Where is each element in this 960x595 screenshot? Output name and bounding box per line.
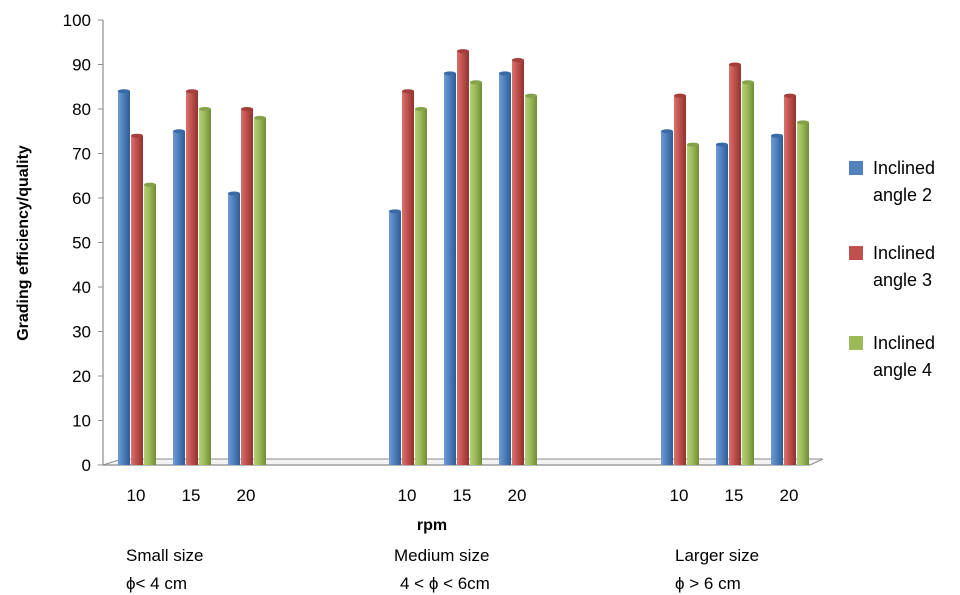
legend-label-line2: angle 4 (873, 360, 932, 380)
legend-label-line1: Inclined (873, 158, 935, 178)
y-tick-label: 90 (72, 56, 91, 75)
bar-series4-group2-rpm15 (470, 82, 482, 466)
bar-top (784, 93, 796, 98)
bar-top (402, 89, 414, 94)
bar-top (499, 71, 511, 76)
bar-top (228, 191, 240, 196)
bar-series2-group1-rpm20 (228, 193, 240, 466)
legend-label-line2: angle 2 (873, 185, 932, 205)
y-tick-label: 60 (72, 189, 91, 208)
y-tick-label: 30 (72, 323, 91, 342)
x-tick-label: 20 (780, 486, 799, 505)
x-tick-label: 15 (725, 486, 744, 505)
bar-series2-group3-rpm10 (661, 131, 673, 465)
bar-top (716, 142, 728, 147)
bar-series2-group2-rpm20 (499, 73, 511, 466)
x-axis-title: rpm (417, 517, 447, 534)
group-label-line2: 4 < ϕ < 6cm (400, 574, 490, 593)
bars (118, 49, 809, 466)
bar-top (254, 115, 266, 120)
y-tick-label: 20 (72, 367, 91, 386)
legend-swatch-4 (849, 336, 863, 350)
legend-label-line1: Inclined (873, 243, 935, 263)
x-tick-label: 10 (398, 486, 417, 505)
bar-series4-group1-rpm15 (199, 109, 211, 465)
bar-series3-group3-rpm10 (674, 95, 686, 466)
bar-series3-group1-rpm10 (131, 135, 143, 465)
bar-series2-group3-rpm15 (716, 144, 728, 465)
bar-top (389, 209, 401, 214)
bar-series2-group3-rpm20 (771, 135, 783, 465)
bar-top (687, 142, 699, 147)
bar-series3-group2-rpm10 (402, 91, 414, 465)
y-tick-label: 50 (72, 234, 91, 253)
bar-top (771, 133, 783, 138)
group-label-line2: ϕ > 6 cm (675, 574, 741, 593)
bar-top (186, 89, 198, 94)
bar-series2-group2-rpm15 (444, 73, 456, 466)
group-label-line1: Medium size (394, 546, 489, 565)
bar-top (742, 80, 754, 85)
bar-series4-group1-rpm10 (144, 184, 156, 465)
bar-series3-group1-rpm20 (241, 109, 253, 465)
legend-label-line1: Inclined (873, 333, 935, 353)
bar-series2-group1-rpm15 (173, 131, 185, 465)
bar-top (729, 62, 741, 67)
bar-series4-group2-rpm20 (525, 95, 537, 466)
y-tick-label: 10 (72, 412, 91, 431)
bar-top (525, 93, 537, 98)
bar-series2-group1-rpm10 (118, 91, 130, 465)
bar-top (118, 89, 130, 94)
y-tick-label: 100 (63, 11, 91, 30)
axes (98, 19, 104, 466)
bar-series3-group3-rpm15 (729, 64, 741, 465)
bar-series2-group2-rpm10 (389, 211, 401, 465)
bar-top (674, 93, 686, 98)
y-axis-title: Grading efficiency/quality (15, 145, 32, 341)
bar-top (131, 133, 143, 138)
y-tick-label: 40 (72, 278, 91, 297)
bar-series4-group2-rpm10 (415, 109, 427, 465)
y-tick-label: 0 (82, 456, 91, 475)
legend-swatch-2 (849, 161, 863, 175)
bar-top (415, 107, 427, 111)
x-tick-label: 10 (127, 486, 146, 505)
bar-series3-group2-rpm15 (457, 51, 469, 466)
x-tick-label: 10 (670, 486, 689, 505)
legend: Inclined angle 2 Inclined angle 3 Inclined an… (849, 158, 935, 380)
x-tick-label: 15 (453, 486, 472, 505)
bar-top (797, 120, 809, 125)
group-label-line2: ϕ< 4 cm (126, 574, 187, 593)
x-tick-label: 15 (182, 486, 201, 505)
legend-swatch-3 (849, 246, 863, 260)
y-tick-label: 80 (72, 100, 91, 119)
bar-series3-group1-rpm15 (186, 91, 198, 465)
bar-top (241, 107, 253, 111)
bar-top (512, 58, 524, 63)
bar-top (457, 49, 469, 54)
y-tick-label: 70 (72, 145, 91, 164)
bar-top (173, 129, 185, 134)
labels: 0 10 20 30 40 50 60 70 80 90 100 Grading efficiency… (15, 11, 798, 593)
legend-label-line2: angle 3 (873, 270, 932, 290)
bar-series3-group2-rpm20 (512, 60, 524, 466)
bar-top (470, 80, 482, 85)
bar-top (661, 129, 673, 134)
bar-series3-group3-rpm20 (784, 95, 796, 466)
bar-top (144, 182, 156, 187)
bar-series4-group3-rpm20 (797, 122, 809, 465)
x-tick-label: 20 (508, 486, 527, 505)
bar-top (199, 107, 211, 111)
bar-series4-group1-rpm20 (254, 117, 266, 466)
bar-series4-group3-rpm15 (742, 82, 754, 466)
group-label-line1: Larger size (675, 546, 759, 565)
x-tick-label: 20 (237, 486, 256, 505)
bar-series4-group3-rpm10 (687, 144, 699, 465)
group-label-line1: Small size (126, 546, 203, 565)
bar-top (444, 71, 456, 76)
